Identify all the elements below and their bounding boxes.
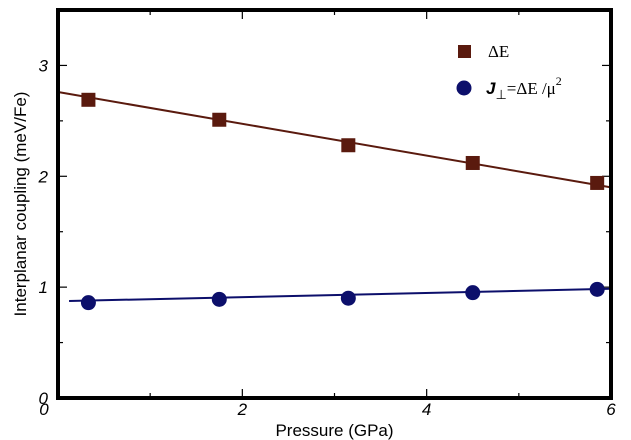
fit-lines: [57, 91, 612, 302]
legend-formula: =ΔE /μ: [507, 79, 556, 98]
fit-line-series-0: [57, 91, 612, 189]
tick-labels: 0 2 4 6 0 1 2 3: [38, 56, 617, 419]
legend-j-symbol: J: [486, 79, 496, 98]
data-point-square: [590, 175, 605, 190]
data-point-circle: [589, 281, 605, 297]
axis-ticks: [57, 9, 612, 399]
y-tick-label: 0: [39, 389, 49, 408]
legend-marker-circle: [456, 80, 472, 96]
data-point-square: [465, 155, 480, 170]
x-tick-label: 2: [237, 400, 248, 419]
legend-superscript: 2: [556, 74, 562, 88]
y-axis-label: Interplanar coupling (meV/Fe): [11, 92, 30, 317]
data-point-circle: [80, 295, 96, 311]
legend-marker-square: [458, 45, 471, 58]
data-point-square: [341, 138, 356, 153]
plot-frame: [56, 8, 613, 400]
legend-subscript: ⊥: [495, 87, 506, 102]
x-axis-label: Pressure (GPa): [275, 421, 393, 440]
data-point-circle: [340, 290, 356, 306]
y-tick-label: 2: [38, 167, 49, 186]
y-tick-label: 1: [39, 278, 48, 297]
x-tick-label: 0: [39, 400, 49, 419]
legend-label-delta-e: ΔE: [488, 42, 509, 61]
x-tick-label: 6: [606, 400, 616, 419]
x-tick-label: 4: [422, 400, 431, 419]
data-point-square: [212, 112, 227, 127]
legend: ΔE J⊥=ΔE /μ2: [456, 42, 562, 102]
y-tick-label: 3: [39, 56, 49, 75]
data-point-square: [81, 92, 96, 107]
data-marks: [80, 92, 605, 311]
fit-line-series-1: [69, 287, 612, 302]
data-point-circle: [211, 291, 227, 307]
data-point-circle: [465, 285, 481, 301]
legend-label-j-perp: J⊥=ΔE /μ2: [486, 74, 562, 102]
